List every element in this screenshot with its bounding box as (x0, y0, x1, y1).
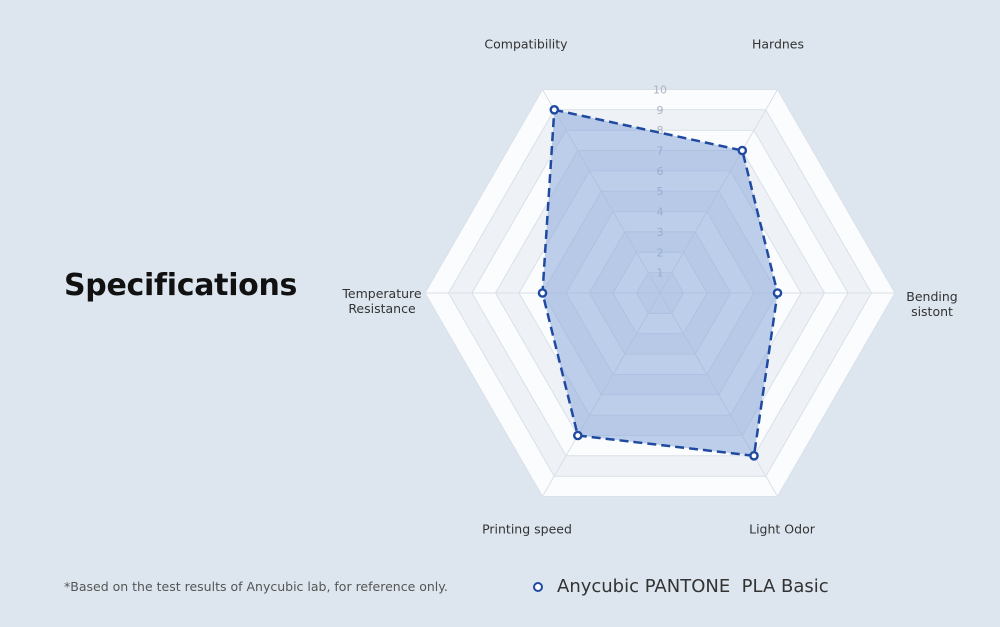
axis-label-4-line-0: Printing speed (482, 521, 572, 536)
legend-label: Anycubic PANTONE PLA Basic (557, 576, 829, 597)
footnote: *Based on the test results of Anycubic l… (64, 579, 448, 594)
data-point-3 (749, 450, 759, 461)
page-title: Specifications (64, 268, 298, 303)
data-point-0 (549, 105, 560, 115)
data-point-5 (537, 288, 548, 298)
data-point-1 (737, 145, 748, 156)
axis-label-1-line-0: Hardnes (752, 37, 804, 52)
series-area-0 (541, 108, 779, 458)
tick-label-9: 9 (657, 104, 664, 117)
axis-label-5-line-0: Temperature (341, 286, 421, 301)
data-point-2 (772, 288, 783, 298)
legend-marker (533, 581, 543, 592)
axis-label-0-line-0: Compatibility (484, 37, 568, 52)
axis-label-2-line-1: sistont (911, 304, 953, 319)
axis-label-5-line-1: Resistance (348, 301, 416, 316)
tick-label-10: 10 (653, 84, 667, 97)
axis-label-3-line-0: Light Odor (749, 521, 816, 536)
data-point-4 (573, 430, 583, 441)
radar-series (537, 105, 783, 461)
axis-label-2-line-0: Bending (906, 289, 957, 304)
tick-label-8: 8 (657, 124, 664, 137)
legend: Anycubic PANTONE PLA Basic (533, 576, 829, 597)
